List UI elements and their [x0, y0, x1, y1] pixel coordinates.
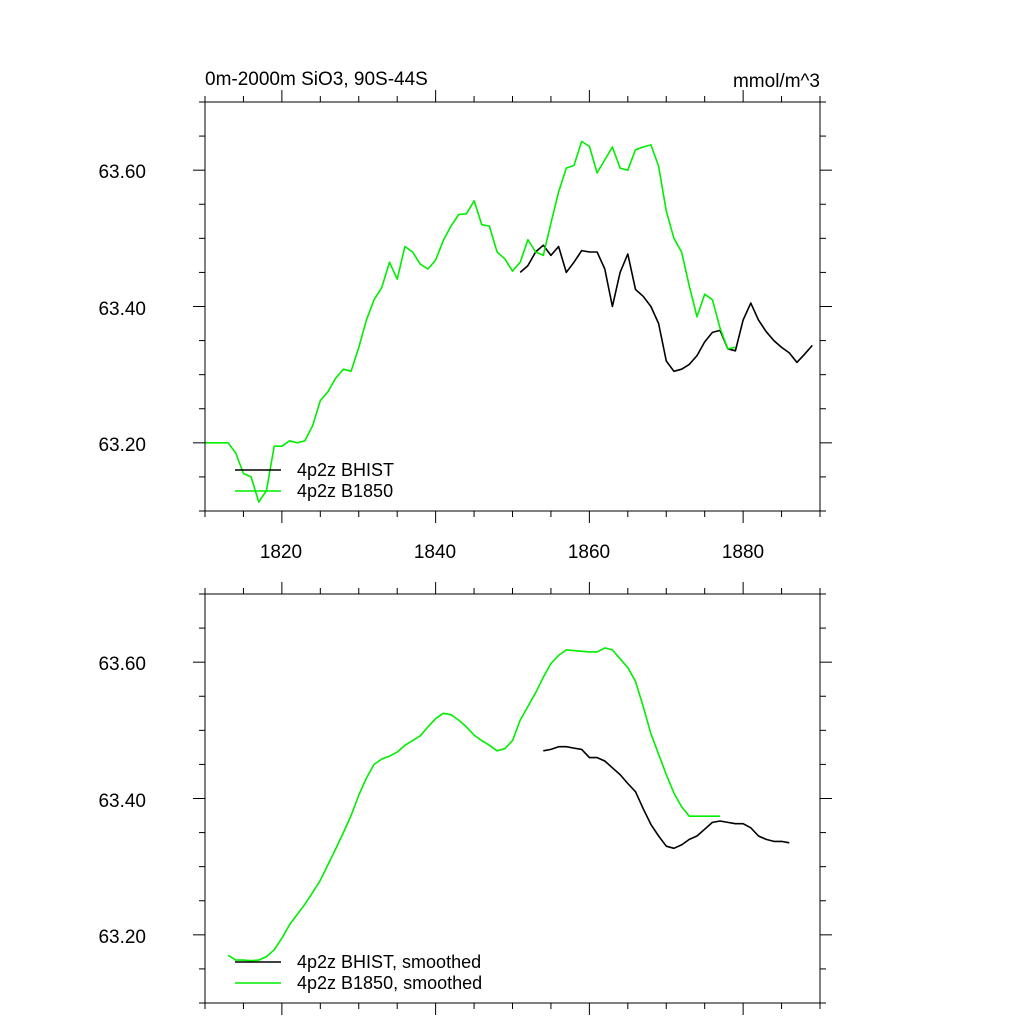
bottom-series-line-bhist	[543, 745, 790, 850]
top-x-tick-label: 1880	[722, 542, 764, 563]
bottom-panel-series	[227, 647, 790, 962]
bottom-series-line-b1850	[227, 647, 721, 962]
bottom-y-tick-label: 63.40	[98, 791, 146, 812]
bottom-panel-ticks	[193, 582, 832, 1015]
bottom-y-tick-label: 63.20	[98, 927, 146, 948]
top-panel-series	[205, 140, 813, 503]
legend-label-b1850: 4p2z B1850	[297, 481, 393, 501]
top-panel-y-tick-labels: 63.20 63.40 63.60	[98, 162, 146, 456]
top-panel-x-tick-labels: 1820 1840 1860 1880	[260, 542, 764, 563]
top-x-tick-label: 1840	[414, 542, 456, 563]
legend-label-bhist: 4p2z BHIST	[297, 460, 394, 480]
top-panel: 0m-2000m SiO3, 90S-44S mmol/m^3 63.20 63…	[98, 69, 832, 563]
bottom-panel: 63.20 63.40 63.60 4p2z BHIST, smoothed 4…	[98, 582, 832, 1015]
top-panel-legend: 4p2z BHIST 4p2z B1850	[235, 460, 394, 501]
legend-label-b1850-smoothed: 4p2z B1850, smoothed	[297, 973, 482, 993]
top-y-tick-label: 63.40	[98, 299, 146, 320]
top-series-line-bhist	[519, 244, 813, 373]
top-y-tick-label: 63.60	[98, 162, 146, 183]
top-panel-title: 0m-2000m SiO3, 90S-44S	[205, 69, 428, 90]
top-y-tick-label: 63.20	[98, 435, 146, 456]
top-x-tick-label: 1820	[260, 542, 302, 563]
top-series-line-b1850	[205, 140, 736, 503]
top-panel-units: mmol/m^3	[733, 71, 820, 92]
top-x-tick-label: 1860	[568, 542, 610, 563]
legend-label-bhist-smoothed: 4p2z BHIST, smoothed	[297, 952, 481, 972]
bottom-panel-legend: 4p2z BHIST, smoothed 4p2z B1850, smoothe…	[235, 952, 482, 993]
bottom-panel-y-tick-labels: 63.20 63.40 63.60	[98, 654, 146, 948]
bottom-y-tick-label: 63.60	[98, 654, 146, 675]
top-panel-frame	[204, 101, 821, 512]
top-panel-ticks	[193, 90, 832, 523]
bottom-panel-frame	[204, 593, 821, 1004]
